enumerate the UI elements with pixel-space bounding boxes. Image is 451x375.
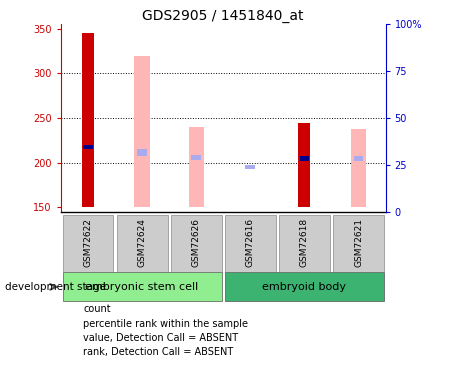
Bar [134,56,150,207]
Text: development stage: development stage [5,282,106,292]
Text: GSM72624: GSM72624 [138,218,147,267]
Bar [137,149,147,156]
Text: embryoid body: embryoid body [262,282,346,292]
Text: rank, Detection Call = ABSENT: rank, Detection Call = ABSENT [83,347,234,357]
Bar [299,123,310,207]
Bar [63,273,221,301]
Bar [279,215,330,272]
Text: GSM72616: GSM72616 [246,218,255,267]
Bar [117,215,167,272]
Bar [191,155,201,160]
Bar [171,215,221,272]
Bar [354,156,364,161]
Title: GDS2905 / 1451840_at: GDS2905 / 1451840_at [143,9,304,23]
Text: GSM72621: GSM72621 [354,218,363,267]
Bar [83,145,93,149]
Text: embryonic stem cell: embryonic stem cell [85,282,199,292]
Text: GSM72626: GSM72626 [192,218,201,267]
Bar [299,156,309,161]
Bar [225,273,384,301]
Text: GSM72622: GSM72622 [83,218,92,267]
Bar [351,129,366,207]
Text: percentile rank within the sample: percentile rank within the sample [83,319,249,328]
Bar [245,165,255,169]
Bar [333,215,384,272]
Text: count: count [83,304,111,314]
Text: value, Detection Call = ABSENT: value, Detection Call = ABSENT [83,333,239,343]
Bar [82,33,94,207]
Bar [225,215,276,272]
Text: GSM72618: GSM72618 [300,218,309,267]
Bar [189,127,204,207]
Bar [63,215,113,272]
